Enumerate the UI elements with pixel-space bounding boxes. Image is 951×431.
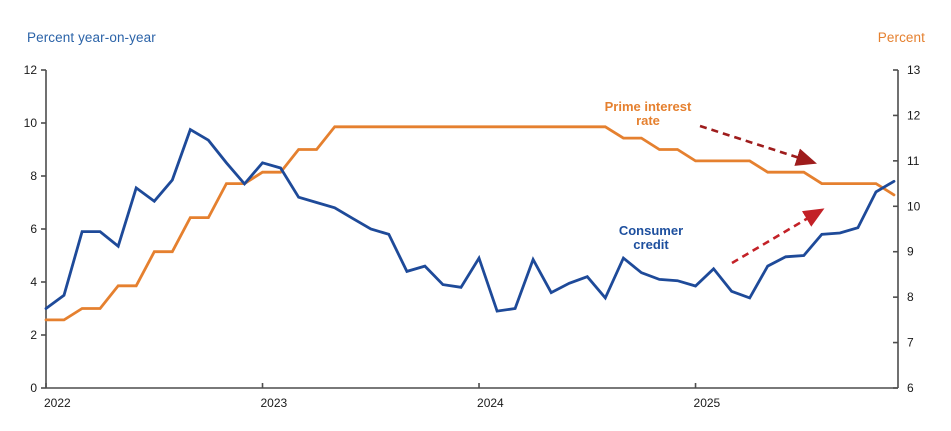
svg-text:0: 0 bbox=[30, 381, 37, 395]
svg-text:12: 12 bbox=[24, 63, 38, 77]
svg-text:2023: 2023 bbox=[261, 396, 288, 410]
svg-text:6: 6 bbox=[30, 222, 37, 236]
consumer-credit-series-label: Consumer credit bbox=[586, 224, 716, 252]
right-axis-title: Percent bbox=[877, 30, 925, 45]
svg-text:4: 4 bbox=[30, 275, 37, 289]
svg-text:2022: 2022 bbox=[44, 396, 71, 410]
svg-text:11: 11 bbox=[907, 154, 920, 168]
svg-text:6: 6 bbox=[907, 381, 914, 395]
svg-text:2025: 2025 bbox=[694, 396, 721, 410]
svg-text:8: 8 bbox=[907, 290, 914, 304]
svg-text:10: 10 bbox=[907, 199, 921, 213]
svg-text:10: 10 bbox=[24, 116, 38, 130]
prime-rate-label-line1: Prime interest bbox=[604, 99, 692, 114]
svg-text:7: 7 bbox=[907, 336, 914, 350]
prime-rate-label-line2: rate bbox=[636, 113, 660, 128]
svg-text:12: 12 bbox=[907, 108, 921, 122]
svg-text:2: 2 bbox=[30, 328, 37, 342]
svg-text:2024: 2024 bbox=[477, 396, 504, 410]
consumer-credit-label-line1: Consumer bbox=[618, 223, 684, 238]
svg-text:13: 13 bbox=[907, 63, 921, 77]
left-axis-title: Percent year-on-year bbox=[27, 30, 156, 45]
svg-text:9: 9 bbox=[907, 245, 914, 259]
svg-text:8: 8 bbox=[30, 169, 37, 183]
consumer-credit-label-line2: credit bbox=[633, 237, 669, 252]
prime-rate-series-label: Prime interest rate bbox=[583, 100, 713, 128]
